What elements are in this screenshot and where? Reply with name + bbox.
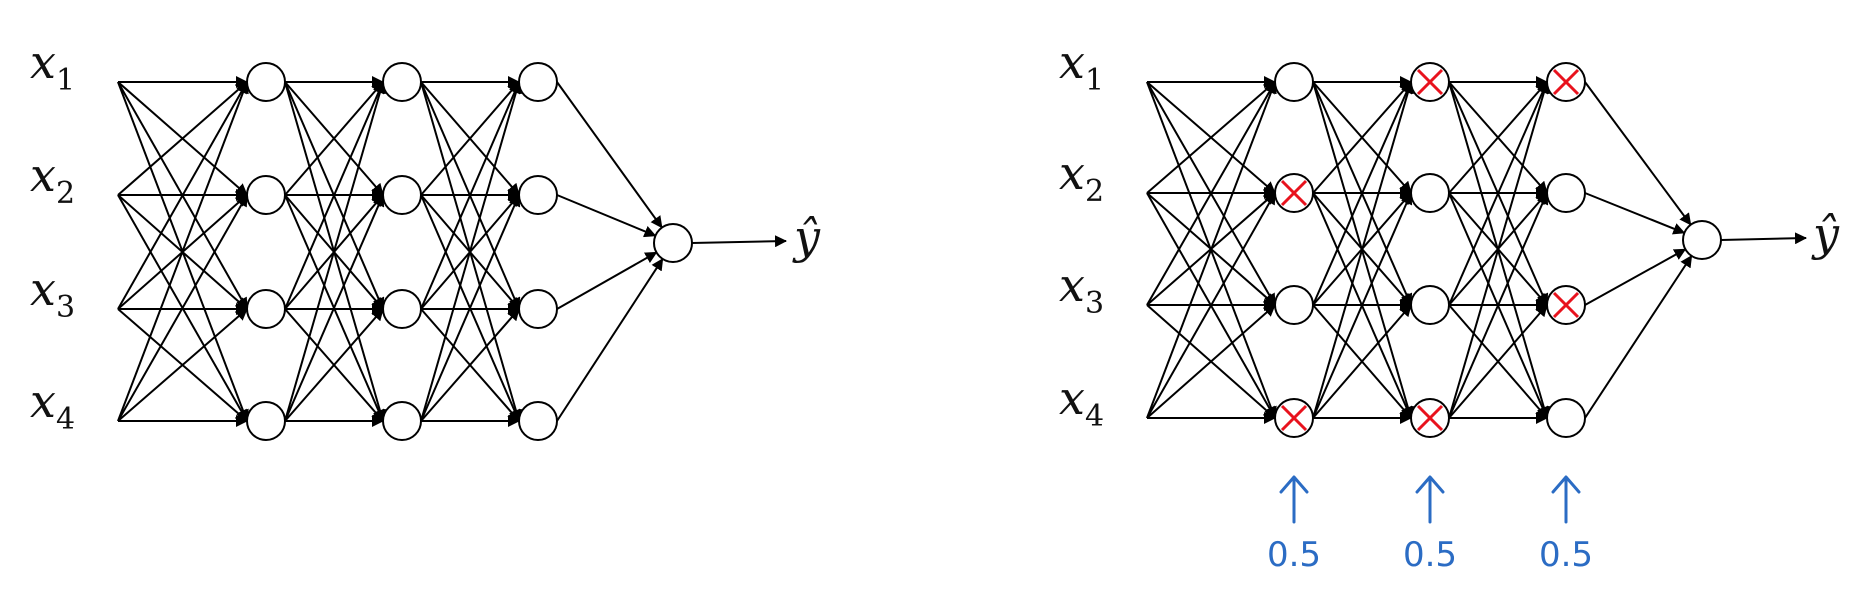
edge xyxy=(1312,81,1414,419)
output-label-yhat: ŷ xyxy=(1811,207,1840,261)
dropped-neuron xyxy=(1410,62,1450,102)
dropped-neuron xyxy=(1546,285,1586,325)
neuron xyxy=(518,62,558,102)
edge xyxy=(420,308,520,422)
edge xyxy=(284,81,385,310)
edge xyxy=(1584,255,1693,419)
keep-prob-annotation: 0.5 xyxy=(1403,475,1457,575)
edge xyxy=(1146,81,1276,306)
up-arrow-icon xyxy=(1415,475,1445,524)
neuron xyxy=(1410,285,1450,325)
edge xyxy=(1312,81,1413,306)
input-label-x4: x4 xyxy=(30,374,75,437)
edge xyxy=(1146,81,1277,419)
neuron xyxy=(1546,398,1586,438)
up-arrow-icon xyxy=(1279,475,1309,524)
dropped-neuron xyxy=(1546,62,1586,102)
neuron xyxy=(1274,285,1314,325)
neuron xyxy=(382,401,422,441)
edge xyxy=(1146,81,1276,194)
edge xyxy=(1312,192,1413,419)
neuron xyxy=(382,175,422,215)
neuron xyxy=(246,175,286,215)
keep-prob-annotation: 0.5 xyxy=(1539,475,1593,575)
neuron xyxy=(382,62,422,102)
dropped-neuron xyxy=(1274,398,1314,438)
edge xyxy=(1312,81,1412,194)
drop-x-icon xyxy=(1552,68,1580,96)
output-neuron xyxy=(653,223,693,263)
edge xyxy=(1584,192,1686,235)
edge xyxy=(420,81,522,422)
neuron xyxy=(382,289,422,329)
neuron xyxy=(246,289,286,329)
neuron xyxy=(1410,173,1450,213)
drop-x-icon xyxy=(1552,291,1580,319)
input-label-x1: x1 xyxy=(30,35,75,98)
dropped-neuron xyxy=(1274,173,1314,213)
keep-prob-label: 0.5 xyxy=(1267,535,1321,575)
edge xyxy=(1584,248,1687,306)
drop-x-icon xyxy=(1416,68,1444,96)
edge xyxy=(284,81,386,422)
output-arrow xyxy=(1720,232,1807,245)
output-label-yhat: ŷ xyxy=(792,210,821,264)
edge xyxy=(420,81,521,310)
keep-prob-label: 0.5 xyxy=(1403,535,1457,575)
neuron xyxy=(518,289,558,329)
keep-prob-label: 0.5 xyxy=(1539,535,1593,575)
input-label-x3: x3 xyxy=(1059,258,1104,321)
dropped-neuron xyxy=(1410,398,1450,438)
keep-prob-annotation: 0.5 xyxy=(1267,475,1321,575)
drop-x-icon xyxy=(1280,404,1308,432)
connections xyxy=(117,76,664,427)
edge xyxy=(117,81,248,196)
input-label-x2: x2 xyxy=(1059,146,1104,209)
input-label-x4: x4 xyxy=(1059,371,1104,434)
edge xyxy=(284,81,384,196)
edge xyxy=(284,194,385,422)
neuron xyxy=(518,175,558,215)
dropout-network: x1 x2 x3 x4 ŷ 0.5 0.5 0.5 xyxy=(1059,35,1840,575)
drop-x-icon xyxy=(1280,179,1308,207)
edge xyxy=(1146,304,1276,419)
edge xyxy=(556,258,664,422)
connections xyxy=(1146,76,1693,424)
edge xyxy=(1448,81,1549,306)
input-label-x2: x2 xyxy=(30,148,75,211)
neuron xyxy=(1274,62,1314,102)
neuron xyxy=(518,401,558,441)
output-arrow xyxy=(691,235,787,248)
input-label-x1: x1 xyxy=(1059,35,1104,98)
edge xyxy=(556,194,657,238)
edge xyxy=(556,251,658,310)
neuron xyxy=(1546,173,1586,213)
edge xyxy=(420,194,521,422)
full-network: x1 x2 x3 x4 ŷ xyxy=(30,35,821,441)
edge xyxy=(1448,81,1548,194)
edge xyxy=(420,81,520,196)
edge xyxy=(117,194,248,422)
up-arrow-icon xyxy=(1551,475,1581,524)
edge xyxy=(117,81,249,422)
edge xyxy=(1448,192,1549,419)
edge xyxy=(1312,304,1412,419)
edge xyxy=(1448,81,1550,419)
edge xyxy=(1146,192,1276,419)
input-label-x3: x3 xyxy=(30,262,75,325)
edge xyxy=(284,308,384,422)
neuron xyxy=(246,401,286,441)
edge xyxy=(556,81,663,229)
edge xyxy=(1584,81,1692,226)
neuron xyxy=(246,62,286,102)
edge xyxy=(117,308,248,422)
drop-x-icon xyxy=(1416,404,1444,432)
output-neuron xyxy=(1682,220,1722,260)
edge xyxy=(117,81,248,310)
edge xyxy=(1448,304,1548,419)
